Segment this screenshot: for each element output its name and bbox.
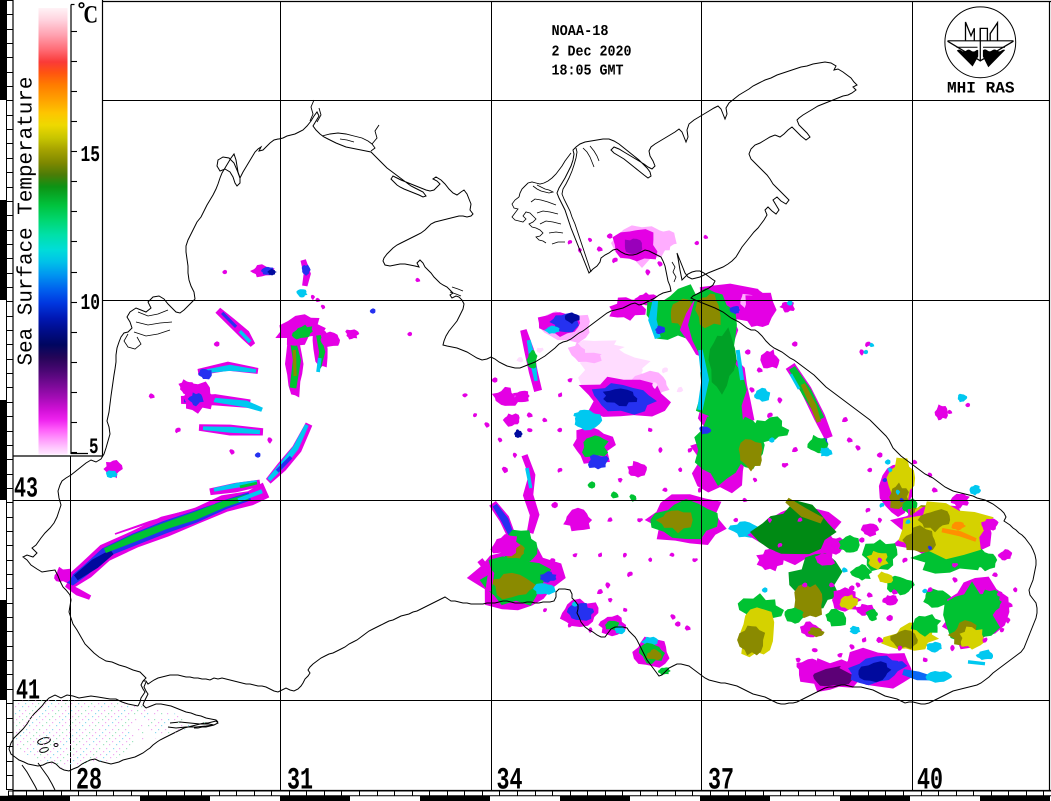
svg-text:41: 41 — [16, 675, 40, 708]
svg-text:2 Dec 2020: 2 Dec 2020 — [552, 43, 632, 60]
svg-text:34: 34 — [497, 764, 523, 799]
svg-text:5: 5 — [89, 435, 99, 460]
svg-text:37: 37 — [708, 764, 734, 799]
svg-text:C: C — [84, 2, 99, 29]
svg-text:Sea Surface Temperature: Sea Surface Temperature — [16, 77, 39, 366]
svg-text:NOAA-18: NOAA-18 — [552, 23, 609, 40]
svg-text:31: 31 — [287, 764, 313, 799]
svg-text:10: 10 — [81, 290, 101, 316]
svg-text:15: 15 — [81, 142, 101, 168]
svg-text:28: 28 — [76, 764, 102, 799]
svg-text:43: 43 — [14, 473, 38, 506]
svg-text:40: 40 — [917, 764, 943, 799]
svg-text:18:05 GMT: 18:05 GMT — [552, 63, 624, 80]
svg-text:MHI RAS: MHI RAS — [947, 80, 1015, 98]
